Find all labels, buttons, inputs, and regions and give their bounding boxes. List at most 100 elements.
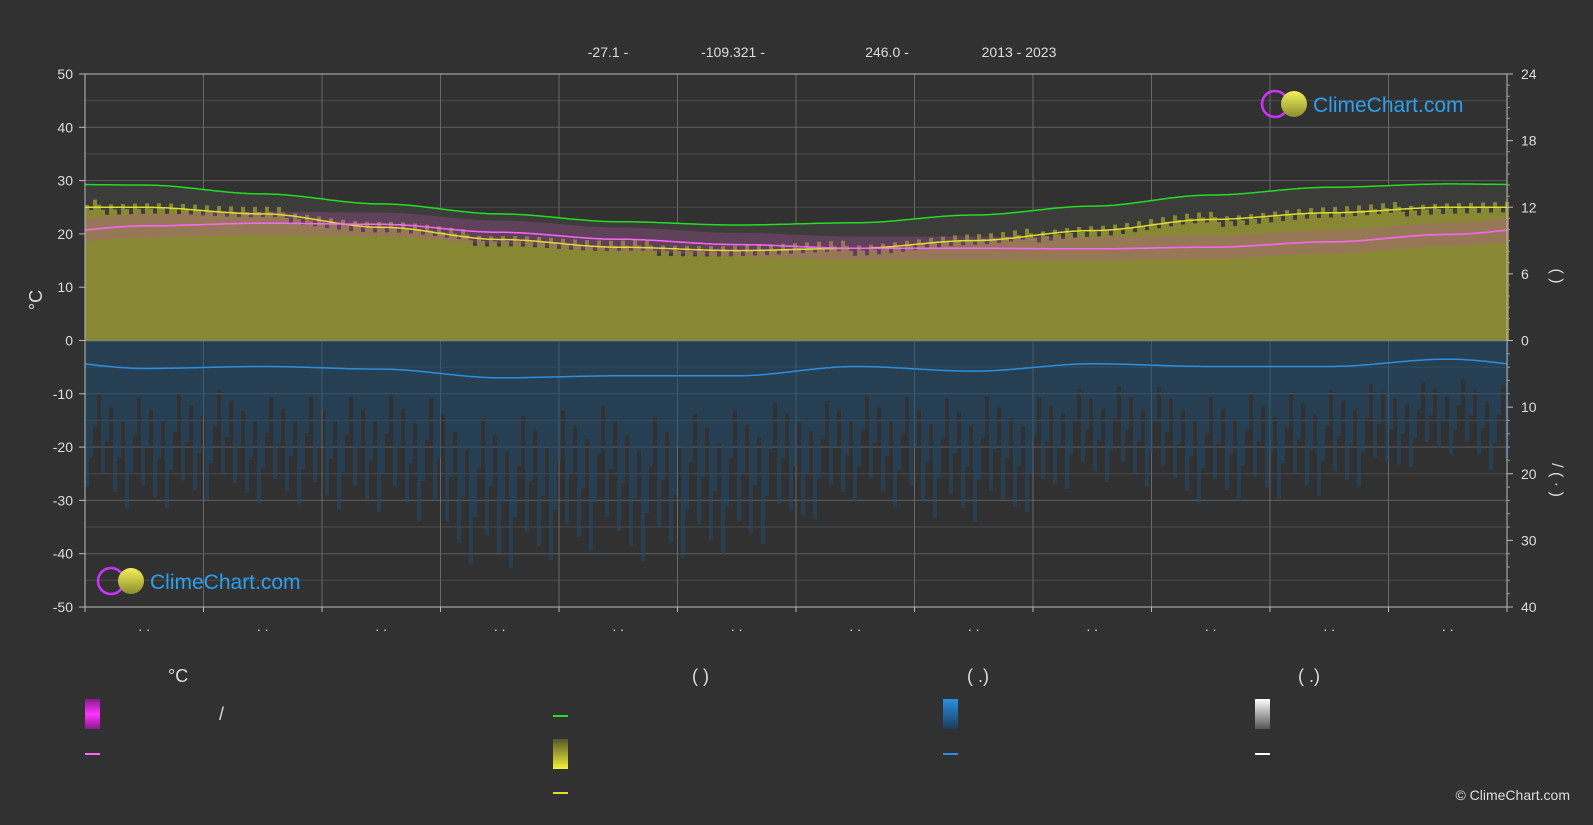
sunshine-bar — [765, 254, 769, 341]
left-tick-label: 50 — [57, 66, 73, 82]
sunshine-bar — [693, 256, 697, 341]
sunshine-bar — [553, 243, 557, 341]
sunshine-bar — [1089, 226, 1093, 341]
sunshine-bar — [737, 250, 741, 341]
precip-bar — [381, 340, 385, 473]
precip-bar — [605, 340, 609, 517]
sunshine-bar — [801, 253, 805, 341]
sunshine-bar — [705, 256, 709, 341]
sunshine-bar — [257, 212, 261, 341]
legend-swatch-sunshine-line — [553, 792, 568, 794]
precip-bar — [141, 340, 145, 486]
precip-bar — [1153, 340, 1157, 421]
precip-bar — [909, 340, 913, 486]
precip-bar — [1301, 340, 1305, 404]
precip-bar — [597, 340, 601, 454]
precip-bar — [565, 340, 569, 524]
precip-bar — [233, 340, 237, 483]
sunshine-bar — [549, 237, 553, 341]
precip-bar — [969, 340, 973, 426]
sunshine-bar — [1361, 210, 1365, 341]
precip-bar — [817, 340, 821, 479]
precip-bar — [277, 340, 281, 444]
precip-bar — [1097, 340, 1101, 440]
precip-bar — [433, 340, 437, 501]
sunshine-bar — [501, 236, 505, 341]
left-tick-label: -50 — [53, 599, 73, 615]
precip-bar — [1353, 340, 1357, 410]
sunshine-bar — [677, 250, 681, 341]
sunshine-bar — [673, 245, 677, 341]
sunshine-bar — [1193, 223, 1197, 341]
sunshine-bar — [1093, 231, 1097, 341]
sunshine-bar — [1177, 219, 1181, 341]
sunshine-bar — [793, 243, 797, 341]
sunshine-bar — [357, 226, 361, 341]
precip-bar — [837, 340, 841, 411]
precip-bar — [1273, 340, 1277, 417]
sunshine-bar — [1065, 228, 1069, 341]
left-axis-title: °C — [26, 290, 46, 310]
sunshine-bar — [953, 235, 957, 341]
sunshine-bar — [529, 241, 533, 341]
precip-bar — [677, 340, 681, 447]
sunshine-bar — [681, 256, 685, 341]
sunshine-bar — [1481, 202, 1485, 341]
precip-bar — [1341, 340, 1345, 401]
sunshine-bar — [185, 209, 189, 341]
sunshine-bar — [101, 209, 105, 341]
sunshine-bar — [1269, 222, 1273, 341]
precip-bar — [781, 340, 785, 459]
right-upper-tick-label: 6 — [1521, 266, 1529, 282]
sunshine-bar — [365, 221, 369, 341]
precip-bar — [1229, 340, 1233, 455]
precip-bar — [261, 340, 265, 468]
precip-bar — [145, 340, 149, 448]
sunshine-bar — [1173, 215, 1177, 341]
sunshine-bar — [1189, 218, 1193, 341]
sunshine-bar — [1477, 212, 1481, 341]
precip-bar — [1181, 340, 1185, 410]
sunshine-bar — [405, 227, 409, 341]
precip-bar — [281, 340, 285, 409]
precip-bar — [777, 340, 781, 505]
sunshine-bar — [1405, 216, 1409, 341]
precip-bar — [1437, 340, 1441, 448]
month-label: . . — [1323, 618, 1335, 634]
sunshine-bar — [117, 214, 121, 341]
precip-bar — [1037, 340, 1041, 398]
precip-bar — [469, 340, 473, 565]
sunshine-bar — [1413, 210, 1417, 341]
sunshine-bar — [1041, 231, 1045, 341]
sunshine-bar — [1401, 211, 1405, 341]
precip-bar — [1477, 340, 1481, 455]
sunshine-bar — [985, 244, 989, 341]
precip-bar — [1137, 340, 1141, 442]
precip-bar — [533, 340, 537, 431]
precip-bar — [625, 340, 629, 436]
sunshine-bar — [721, 246, 725, 341]
sunshine-bar — [709, 246, 713, 341]
precip-bar — [1057, 340, 1061, 449]
sunshine-bar — [1049, 240, 1053, 341]
precip-bar — [1109, 340, 1113, 451]
sunshine-bar — [409, 233, 413, 341]
sunshine-bar — [637, 245, 641, 341]
precip-bar — [1121, 340, 1125, 462]
sunshine-bar — [697, 246, 701, 341]
precip-bar — [877, 340, 881, 408]
precip-bar — [1481, 340, 1485, 429]
sunshine-bar — [1321, 207, 1325, 341]
sunshine-bar — [1345, 206, 1349, 341]
precip-bar — [689, 340, 693, 462]
sunshine-bar — [769, 244, 773, 341]
precip-bar — [413, 340, 417, 424]
sunshine-bar — [1061, 239, 1065, 341]
sunshine-bar — [497, 246, 501, 341]
latitude-text: -27.1 - — [588, 44, 629, 60]
sunshine-bar — [665, 250, 669, 341]
right-upper-tick-label: 0 — [1521, 333, 1529, 349]
precip-bar — [1249, 340, 1253, 396]
sunshine-bar — [841, 240, 845, 341]
precip-bar — [949, 340, 953, 494]
